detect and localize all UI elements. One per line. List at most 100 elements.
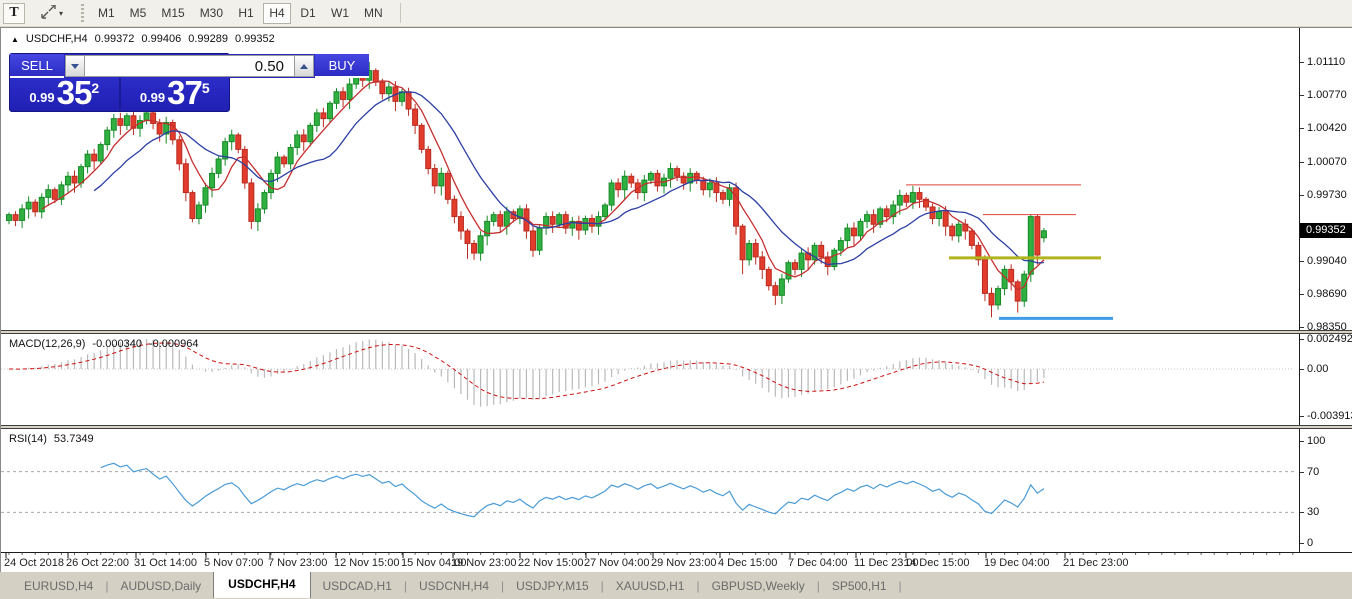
time-tick-label: 31 Oct 14:00 (134, 557, 197, 569)
rsi-tick-label: 70 (1307, 465, 1320, 478)
chart-title: ▲ USDCHF,H4 0.99372 0.99406 0.99289 0.99… (11, 33, 275, 45)
timeframe-button-h1[interactable]: H1 (232, 3, 260, 24)
axis-tick (1300, 471, 1304, 473)
volume-increase-button[interactable] (294, 55, 314, 77)
buy-price-prefix: 0.99 (139, 90, 166, 105)
chart-tab-usdjpy[interactable]: USDJPY,M15 (516, 578, 589, 593)
pane-splitter[interactable] (1, 425, 1352, 429)
diagonal-arrows-icon (41, 3, 56, 22)
axis-tick (1300, 327, 1304, 328)
price-tick-label: 0.98690 (1307, 288, 1347, 301)
sell-button[interactable]: SELL (10, 54, 64, 78)
chart-tab-sp500[interactable]: SP500,H1 (831, 578, 887, 593)
chart-tab-usdcnh[interactable]: USDCNH,H4 (419, 578, 490, 593)
timeframe-button-m30[interactable]: M30 (194, 3, 229, 24)
tab-separator: | (105, 578, 109, 593)
tab-separator: | (816, 578, 820, 593)
time-tick-label: 12 Nov 15:00 (334, 557, 400, 569)
timeframe-button-h4[interactable]: H4 (263, 2, 292, 24)
axis-tick (1300, 260, 1304, 262)
volume-input[interactable] (85, 55, 294, 77)
axis-tick (1300, 128, 1304, 130)
tab-separator: | (898, 578, 902, 593)
main-toolbar: T ▾ M1 M5 M15 M30 H1 H4 D1 W1 MN (0, 0, 1352, 27)
timeframe-button-mn[interactable]: MN (358, 3, 389, 24)
axis-tick (1300, 62, 1304, 63)
macd-tick-label: 0.002492 (1307, 333, 1352, 346)
chart-tab-usdchf[interactable]: USDCHF,H4 (213, 571, 311, 598)
symbol-label: USDCHF,H4 (25, 33, 88, 45)
chart-tab-xauusd[interactable]: XAUUSD,H1 (615, 578, 685, 593)
macd-pane-canvas[interactable] (1, 334, 1299, 425)
trade-panel-prices: 0.99 35 2 0.99 37 5 (10, 76, 230, 111)
tab-separator: | (501, 578, 505, 593)
rsi-pane-canvas[interactable] (1, 429, 1299, 552)
open-value: 0.99372 (94, 33, 135, 45)
macd-main-value: -0.000340 (92, 338, 142, 350)
tab-separator: | (600, 578, 604, 593)
price-tick-label: 1.00420 (1307, 122, 1347, 135)
macd-label: MACD(12,26,9) (9, 338, 86, 350)
axis-tick (1300, 416, 1304, 418)
price-tick-label: 1.00770 (1307, 88, 1347, 101)
time-tick-label: 29 Nov 23:00 (651, 557, 717, 569)
macd-tick-label: -0.003913 (1307, 410, 1352, 423)
rsi-header: RSI(14) 53.7349 (9, 433, 94, 445)
price-chart-canvas[interactable] (1, 28, 1299, 330)
volume-decrease-button[interactable] (65, 55, 85, 77)
time-axis-ticks (5, 553, 1294, 558)
pane-splitter[interactable] (1, 330, 1352, 334)
macd-histogram (14, 339, 1045, 407)
price-axis[interactable]: 1.01110 1.00770 1.00420 1.00070 0.99730 0.990… (1299, 28, 1352, 552)
axis-tick (1300, 161, 1304, 163)
buy-price[interactable]: 0.99 37 5 (118, 76, 230, 111)
chart-tab-usdcad[interactable]: USDCAD,H1 (322, 578, 392, 593)
trade-panel-controls: SELL BUY (10, 54, 369, 78)
ma-slow-line (93, 91, 1044, 266)
timeframe-button-m5[interactable]: M5 (124, 3, 153, 24)
price-tick-label: 1.00070 (1307, 155, 1347, 168)
tab-separator: | (696, 578, 700, 593)
collapse-triangle-icon: ▲ (11, 34, 19, 44)
price-tick-label: 0.99040 (1307, 254, 1347, 267)
time-tick-label: 14 Dec 15:00 (904, 557, 970, 569)
price-tick-label: 0.99730 (1307, 188, 1347, 201)
time-tick-label: 7 Nov 23:00 (268, 557, 328, 569)
dropdown-caret-icon: ▾ (58, 8, 63, 18)
high-value: 0.99406 (141, 33, 182, 45)
axis-tick (1300, 543, 1304, 544)
time-axis[interactable]: 24 Oct 2018 26 Oct 22:00 31 Oct 14:00 5 Nov… (1, 552, 1352, 572)
chart-tab-audusd[interactable]: AUDUSD,Daily (120, 578, 202, 593)
chart-tab-gbpusd[interactable]: GBPUSD,Weekly (711, 578, 805, 593)
buy-button[interactable]: BUY (315, 54, 369, 78)
axis-tick (1300, 512, 1304, 514)
current-price-tag: 0.99352 (1300, 222, 1352, 238)
time-tick-label: 27 Nov 04:00 (584, 557, 650, 569)
text-tool-button[interactable]: T (3, 2, 25, 24)
time-tick-label: 11 Dec 23:00 (854, 557, 919, 569)
ma-fast-line (41, 80, 1045, 291)
price-tick-label: 1.01110 (1307, 56, 1346, 68)
rsi-label: RSI(14) (9, 433, 47, 445)
time-tick-label: 26 Oct 22:00 (66, 557, 129, 569)
time-tick-label: 19 Dec 04:00 (984, 557, 1050, 569)
timeframe-button-m15[interactable]: M15 (155, 3, 190, 24)
rsi-tick-label: 100 (1307, 435, 1326, 447)
cursor-tool-button[interactable]: ▾ (33, 3, 71, 24)
timeframe-button-m1[interactable]: M1 (92, 3, 121, 24)
chart-tab-bar: EURUSD,H4 | AUDUSD,Daily USDCHF,H4 USDCAD,H1… (0, 571, 1352, 599)
tab-separator: | (403, 578, 407, 593)
axis-tick (1300, 339, 1304, 341)
timeframe-button-d1[interactable]: D1 (294, 3, 322, 24)
rsi-line (100, 462, 1045, 518)
timeframe-button-w1[interactable]: W1 (325, 3, 355, 24)
macd-tick-label: 0.00 (1307, 363, 1329, 375)
sell-price[interactable]: 0.99 35 2 (10, 76, 119, 111)
chart-tab-eurusd[interactable]: EURUSD,H4 (24, 578, 94, 593)
axis-tick (1300, 94, 1304, 96)
time-tick-label: 4 Dec 15:00 (718, 557, 778, 569)
toolbar-grip[interactable] (81, 4, 84, 22)
candlesticks (6, 62, 1047, 318)
one-click-trading-panel: SELL BUY 0.99 35 2 (9, 53, 369, 112)
